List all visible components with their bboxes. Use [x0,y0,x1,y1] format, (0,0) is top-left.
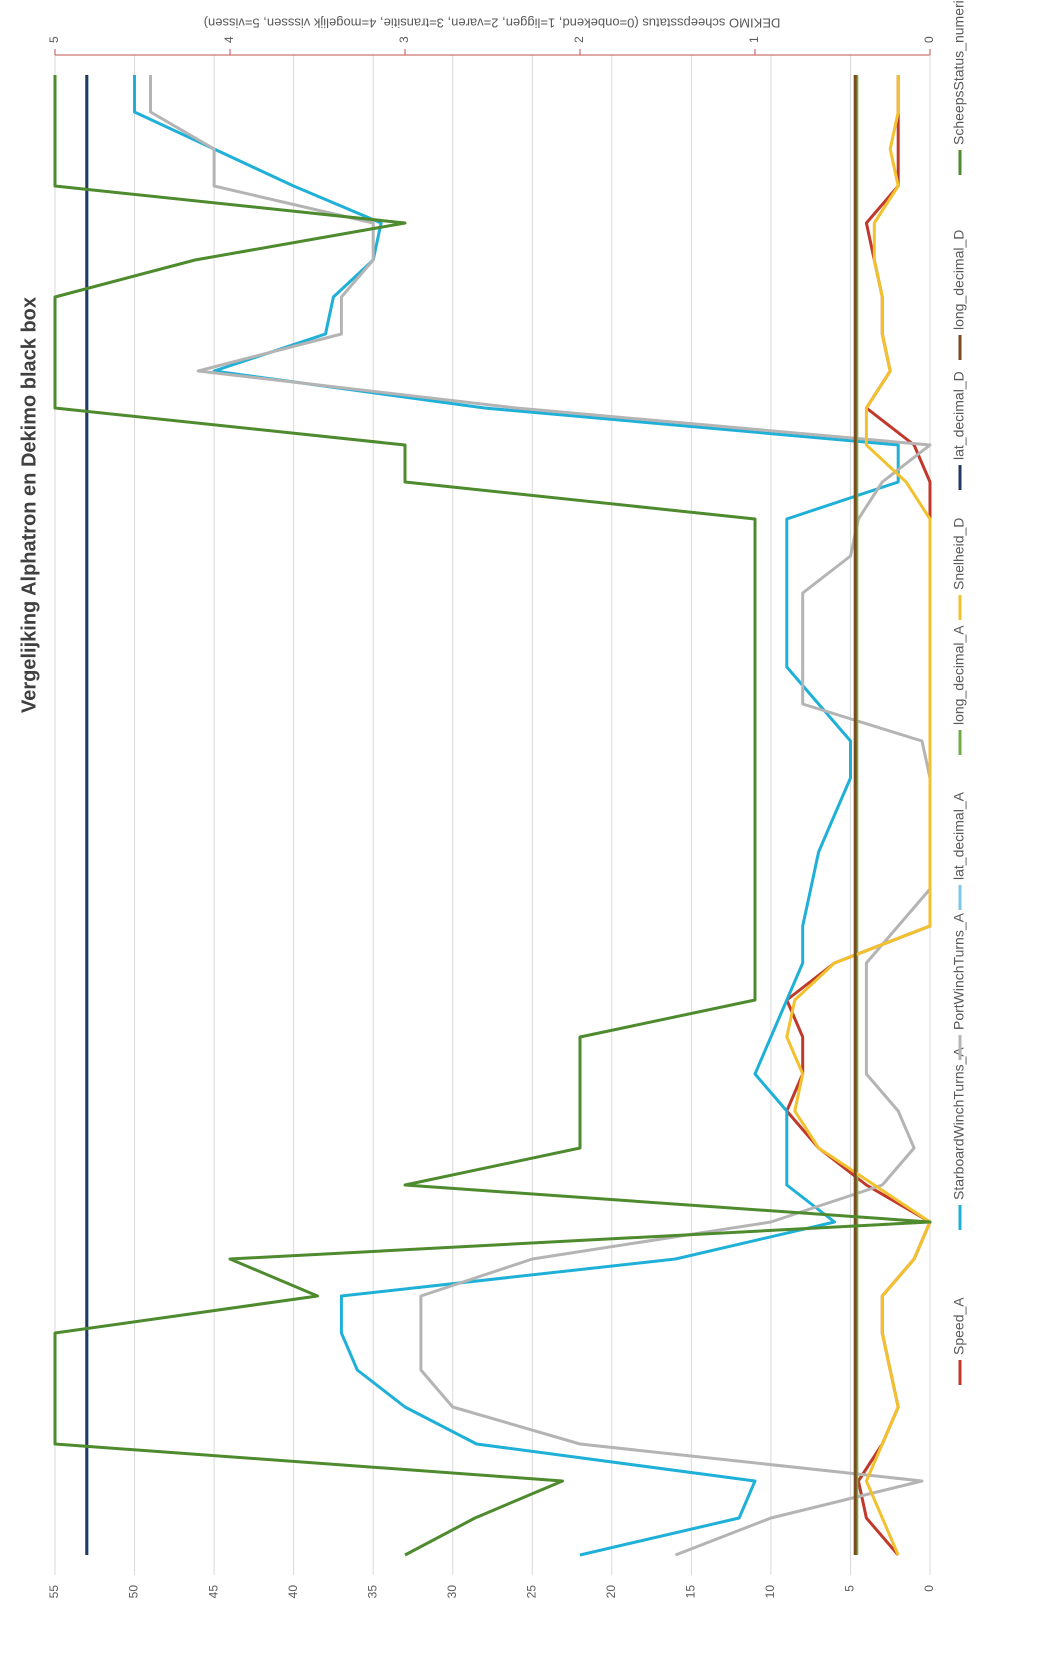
legend-label: ScheepsStatus_numeriek_D [951,0,967,145]
series-line [785,75,932,1556]
legend-label: long_decimal_D [951,230,967,330]
legend-label: lat_decimal_A [951,791,967,880]
y-tick-label: 40 [286,1585,300,1599]
y-tick-label: 35 [365,1585,379,1599]
y-tick-label: 0 [922,1585,936,1592]
legend-label: Speed_A [951,1297,967,1355]
y-tick-label: 15 [684,1585,698,1599]
y-tick-label: 55 [47,1585,61,1599]
series-line [149,75,932,1557]
series-line [53,75,932,1557]
series-line [133,75,900,1557]
y2-tick-label: 3 [397,36,411,43]
legend-label: StarboardWinchTurns_A [951,1047,967,1200]
legend-label: long_decimal_A [951,625,967,725]
y2-tick-label: 5 [47,36,61,43]
y-tick-label: 20 [604,1585,618,1599]
legend-label: lat_decimal_D [951,371,967,460]
y2-tick-label: 2 [572,36,586,43]
y-tick-label: 5 [843,1585,857,1592]
y2-tick-label: 4 [222,36,236,43]
y2-tick-label: 1 [747,36,761,43]
legend-label: PortWinchTurns_A [951,912,967,1030]
series-line [785,75,932,1556]
y2-axis-title: DEKIMO scheepsstatus (0=onbekend, 1=ligg… [204,16,781,31]
chart-title: Vergelijking Alphatron en Dekimo black b… [18,297,40,713]
y-tick-label: 25 [524,1585,538,1599]
y-tick-label: 30 [445,1585,459,1599]
legend-label: Snelheid_D [951,518,967,590]
y-tick-label: 10 [763,1585,777,1599]
y-tick-label: 45 [206,1585,220,1599]
y2-tick-label: 0 [922,36,936,43]
rotated-chart: Vergelijking Alphatron en Dekimo black b… [18,0,966,1598]
y-tick-label: 50 [127,1585,141,1599]
